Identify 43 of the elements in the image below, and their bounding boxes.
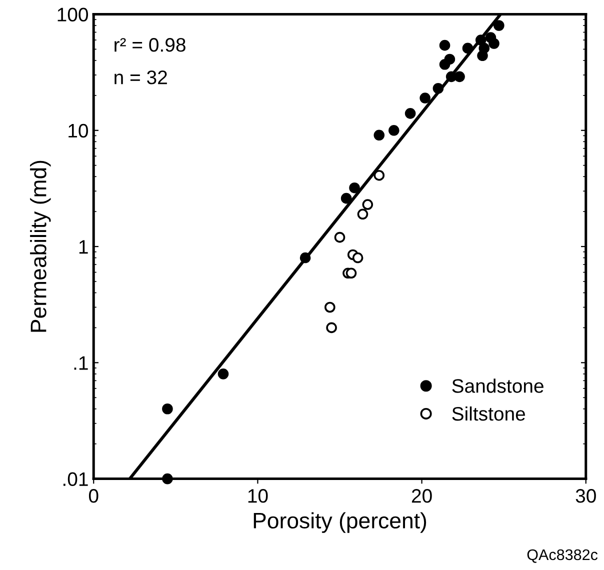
point <box>454 71 465 82</box>
annotation: r² = 0.98 <box>114 38 186 52</box>
point <box>352 252 364 264</box>
point <box>475 34 486 46</box>
text: QAc8382c <box>527 549 598 563</box>
x-tick-label: 20 <box>412 489 432 503</box>
x-tick-label: 30 <box>576 489 596 503</box>
legend-label: Siltstone <box>452 406 526 421</box>
point <box>478 42 490 54</box>
legend-label: Sandstone <box>452 378 544 393</box>
y-tick-label: 100 <box>58 8 88 22</box>
point <box>404 108 416 119</box>
point <box>362 199 374 210</box>
x-axis-title: Porosity (percent) <box>254 512 426 533</box>
y-axis-title: Permeability (md) <box>30 160 51 332</box>
point <box>462 42 474 54</box>
y-tick-label: 10 <box>68 124 88 138</box>
point <box>357 208 368 220</box>
point <box>326 322 337 334</box>
y-tick-label: .01 <box>64 472 88 486</box>
point <box>162 473 173 484</box>
point <box>432 82 444 94</box>
point <box>340 192 352 204</box>
x-tick-label: 0 <box>88 489 98 503</box>
point <box>494 20 504 31</box>
point <box>388 124 400 136</box>
point <box>300 252 311 264</box>
point <box>420 92 430 104</box>
y-tick-label: .1 <box>74 356 88 370</box>
point <box>374 170 385 181</box>
x-tick-label: 10 <box>248 489 268 503</box>
point <box>162 403 173 414</box>
point <box>346 268 357 279</box>
point <box>324 302 336 313</box>
point <box>349 182 360 194</box>
point <box>439 40 450 51</box>
point <box>485 32 496 43</box>
annotation: n = 32 <box>114 70 167 84</box>
y-tick-label: 1 <box>79 240 88 254</box>
point <box>374 130 385 141</box>
point <box>218 368 229 380</box>
point <box>439 58 450 70</box>
point <box>334 232 346 243</box>
